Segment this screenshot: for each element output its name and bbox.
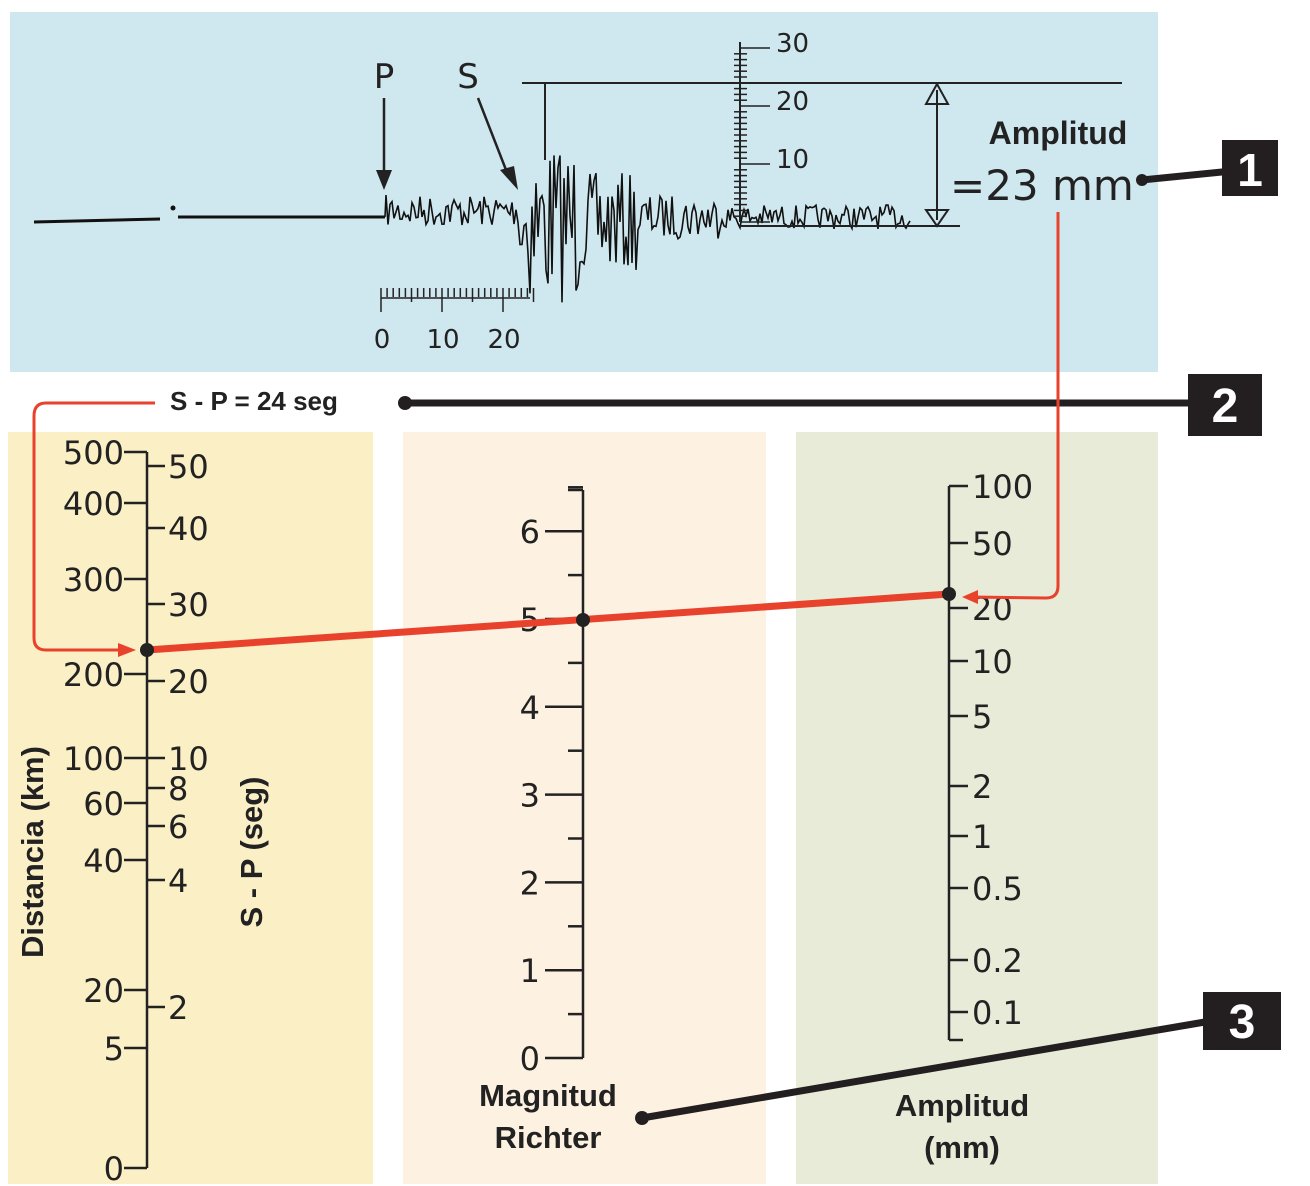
p-wave-label: P [374, 57, 395, 97]
callout-2: 2 [398, 374, 1262, 436]
distance-tick-label: 300 [63, 561, 124, 599]
amplitude-tick-label: 10 [972, 643, 1013, 681]
amplitude-tick-label: 100 [972, 468, 1033, 506]
distance-tick-label: 60 [83, 785, 124, 823]
magnitude-panel [403, 432, 766, 1184]
reading-point-distance [140, 643, 154, 657]
magnitude-tick-label: 0 [520, 1040, 540, 1078]
callout-2-number: 2 [1212, 380, 1239, 433]
amplitude-value: =23 mm [950, 161, 1134, 210]
distance-tick-label: 20 [83, 972, 124, 1010]
sp-tick-label: 30 [168, 586, 209, 624]
distance-tick-label: 40 [83, 842, 124, 880]
sp-tick-label: 4 [168, 862, 188, 900]
magnitude-tick-label: 6 [520, 513, 540, 551]
time-ruler-tick: 20 [487, 325, 520, 355]
amplitude-tick-label: 5 [972, 698, 992, 736]
distance-tick-label: 500 [63, 434, 124, 472]
amplitude-tick-label: 50 [972, 525, 1013, 563]
seismogram-baseline [33, 215, 385, 224]
sp-tick-label: 8 [168, 770, 188, 808]
reading-point-amplitude [942, 587, 956, 601]
callout-1-number: 1 [1237, 144, 1263, 196]
seismogram-trace [384, 155, 911, 303]
distance-tick-label: 100 [63, 740, 124, 778]
amplitude-ruler-tick: 30 [776, 29, 809, 59]
sp-tick-label: 6 [168, 808, 188, 846]
magnitude-tick-label: 3 [520, 777, 540, 815]
sp-connector [32, 401, 155, 652]
magnitude-tick-label: 4 [520, 689, 540, 727]
time-ruler [380, 288, 535, 312]
amplitude-connector [971, 212, 1060, 600]
magnitude-tick-label: 2 [520, 864, 540, 902]
sp-reading-label: S - P = 24 seg [170, 386, 338, 416]
magnitude-axis-label: Magnitud [479, 1078, 617, 1113]
sp-tick-label: 10 [168, 740, 209, 778]
callout-3-number: 3 [1229, 996, 1256, 1049]
seismogram: P S 30 20 10 0 10 20 Amplitud =23 mm [33, 29, 1134, 355]
nomogram-scales: 5004003002001006040205050403020108642654… [63, 434, 1033, 1186]
amplitude-tick-label: 0.5 [972, 870, 1023, 908]
seismogram-panel [10, 12, 1158, 372]
sp-tick-label: 40 [168, 510, 209, 548]
amplitude-ruler-tick: 10 [776, 145, 809, 175]
magnitude-tick-label: 1 [520, 952, 540, 990]
time-ruler-tick: 10 [426, 325, 459, 355]
sp-axis-label: S - P (seg) [234, 776, 269, 927]
distance-panel [8, 432, 373, 1184]
magnitude-reading-line [143, 590, 953, 654]
amplitude-tick-label: 0.1 [972, 994, 1023, 1032]
distance-tick-label: 400 [63, 485, 124, 523]
amplitude-ruler [734, 42, 770, 223]
distance-tick-label: 0 [104, 1150, 124, 1186]
callout-1: 1 [1136, 140, 1278, 196]
s-wave-label: S [457, 57, 479, 97]
sp-tick-label: 50 [168, 448, 209, 486]
distance-tick-label: 200 [63, 656, 124, 694]
amplitude-tick-label: 0.2 [972, 942, 1023, 980]
amplitude-ruler-tick: 20 [776, 87, 809, 117]
distance-axis-label: Distancia (km) [15, 746, 50, 958]
amplitude-tick-label: 2 [972, 768, 992, 806]
sp-tick-label: 20 [168, 663, 209, 701]
distance-tick-label: 5 [104, 1030, 124, 1068]
amplitude-tick-label: 1 [972, 818, 992, 856]
amplitude-axis-label: Amplitud [895, 1088, 1029, 1123]
sp-tick-label: 2 [168, 989, 188, 1027]
reading-point-magnitude [576, 613, 590, 627]
callout-3: 3 [635, 992, 1281, 1125]
time-ruler-tick: 0 [374, 325, 391, 355]
reading-connectors [32, 212, 1060, 657]
magnitude-axis-label: Richter [495, 1120, 602, 1155]
amplitude-axis-label: (mm) [924, 1130, 1000, 1165]
amplitude-title: Amplitud [989, 115, 1128, 151]
